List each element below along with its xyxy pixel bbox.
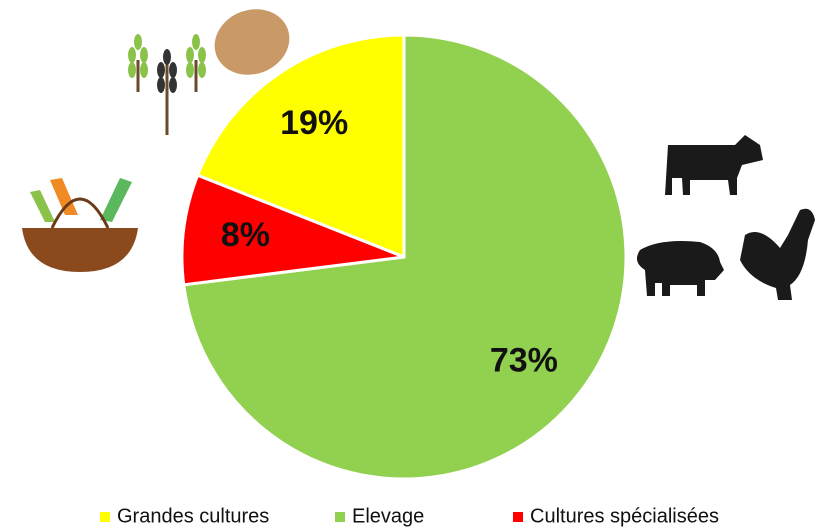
legend-swatch	[513, 512, 523, 522]
legend-label: Cultures spécialisées	[530, 505, 719, 527]
legend-label: Grandes cultures	[117, 505, 269, 527]
legend-swatch	[335, 512, 345, 522]
chart: 19% 73% 8% Grandes cultures Elevage Cultures…	[0, 0, 817, 531]
legend: Grandes cultures Elevage Cultures spéciali…	[100, 505, 719, 527]
basket-icon	[22, 178, 138, 272]
livestock-icons	[637, 135, 815, 300]
data-label: 73%	[490, 342, 558, 380]
page: {"chart_data": {"type": "pie", "categori…	[0, 0, 817, 531]
data-label: 19%	[280, 104, 348, 142]
wheat-icon	[128, 34, 206, 135]
legend-swatch	[100, 512, 110, 522]
data-label: 8%	[221, 216, 270, 254]
legend-label: Elevage	[352, 505, 424, 527]
pie: 19% 73% 8%	[182, 35, 626, 479]
